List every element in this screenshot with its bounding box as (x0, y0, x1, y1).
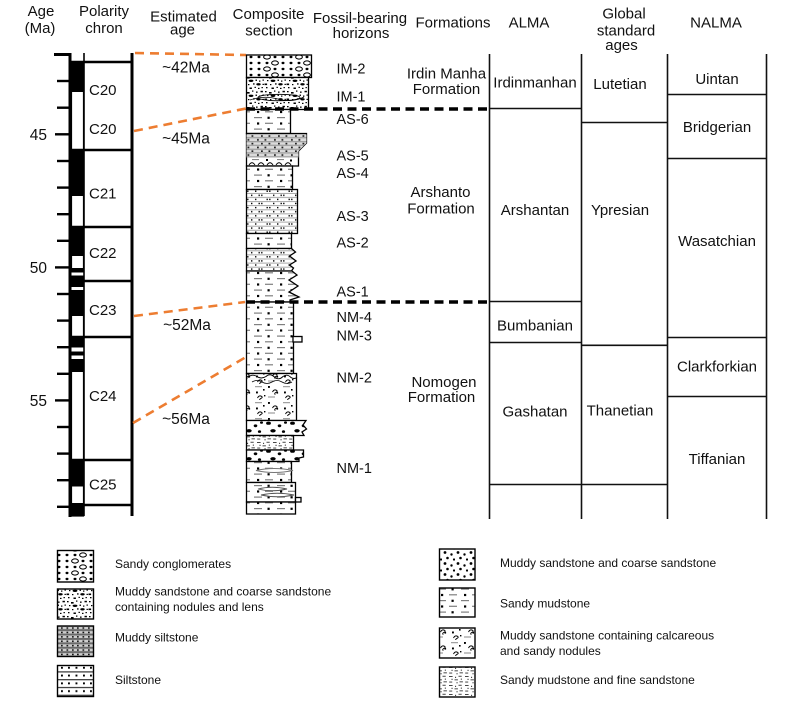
svg-text:Sandy conglomerates: Sandy conglomerates (115, 557, 231, 571)
svg-text:Formation: Formation (408, 389, 476, 406)
svg-text:~45Ma: ~45Ma (162, 131, 210, 148)
svg-text:~42Ma: ~42Ma (162, 60, 210, 77)
svg-text:chron: chron (85, 20, 123, 37)
svg-text:Uintan: Uintan (695, 71, 738, 88)
svg-text:Tiffanian: Tiffanian (689, 451, 746, 468)
svg-text:Muddy siltstone: Muddy siltstone (115, 631, 199, 645)
svg-text:Muddy sandstone and coarse san: Muddy sandstone and coarse sandstone (115, 585, 331, 599)
svg-text:Formations: Formations (415, 15, 490, 32)
svg-text:C23: C23 (89, 302, 117, 319)
svg-text:55: 55 (30, 393, 47, 410)
svg-text:C24: C24 (89, 388, 117, 405)
svg-text:NM-2: NM-2 (337, 371, 372, 387)
svg-text:AS-3: AS-3 (337, 209, 369, 225)
svg-text:ALMA: ALMA (509, 15, 550, 32)
svg-text:Ypresian: Ypresian (591, 202, 649, 219)
svg-text:Irdinmanhan: Irdinmanhan (493, 75, 576, 92)
svg-text:Formation: Formation (407, 201, 475, 218)
svg-text:Irdin Manha: Irdin Manha (407, 66, 487, 83)
svg-text:Composite: Composite (233, 6, 305, 23)
svg-text:AS-2: AS-2 (337, 236, 369, 252)
svg-text:Estimated: Estimated (150, 9, 217, 26)
svg-text:NM-1: NM-1 (337, 461, 372, 477)
svg-text:Global: Global (602, 6, 645, 23)
svg-text:IM-2: IM-2 (337, 62, 366, 78)
svg-text:AS-4: AS-4 (337, 166, 369, 182)
svg-text:Bridgerian: Bridgerian (683, 119, 751, 136)
svg-text:Muddy sandstone and coarse san: Muddy sandstone and coarse sandstone (500, 556, 716, 570)
svg-text:Arshantan: Arshantan (501, 202, 569, 219)
svg-text:section: section (245, 23, 293, 40)
svg-text:AS-6: AS-6 (337, 112, 369, 128)
svg-text:Bumbanian: Bumbanian (497, 318, 573, 335)
svg-text:Wasatchian: Wasatchian (678, 233, 756, 250)
svg-text:~56Ma: ~56Ma (162, 411, 210, 428)
svg-text:~52Ma: ~52Ma (163, 317, 211, 334)
svg-text:C20: C20 (89, 82, 117, 99)
svg-text:Muddy sandstone containing cal: Muddy sandstone containing calcareous (500, 629, 714, 643)
svg-text:45: 45 (30, 127, 47, 144)
svg-text:Age: Age (28, 3, 55, 20)
svg-text:Siltstone: Siltstone (115, 673, 161, 687)
svg-text:NM-4: NM-4 (337, 310, 372, 326)
svg-text:AS-1: AS-1 (337, 285, 369, 301)
svg-text:Gashatan: Gashatan (502, 404, 567, 421)
svg-text:Fossil-bearing: Fossil-bearing (313, 10, 407, 27)
svg-text:(Ma): (Ma) (25, 20, 56, 37)
svg-text:Polarity: Polarity (79, 3, 130, 20)
svg-text:C21: C21 (89, 186, 117, 203)
svg-text:standard: standard (597, 23, 655, 40)
svg-text:NM-3: NM-3 (337, 329, 372, 345)
svg-text:containing nodules and lens: containing nodules and lens (115, 600, 264, 614)
svg-text:Arshanto: Arshanto (410, 184, 470, 201)
svg-text:and sandy nodules: and sandy nodules (500, 644, 601, 658)
svg-text:Sandy mudstone: Sandy mudstone (500, 597, 590, 611)
svg-text:C20: C20 (89, 121, 117, 138)
svg-text:Clarkforkian: Clarkforkian (677, 359, 757, 376)
svg-text:Lutetian: Lutetian (593, 76, 646, 93)
svg-text:Nomogen: Nomogen (411, 374, 476, 391)
svg-text:ages: ages (605, 37, 638, 54)
svg-text:age: age (170, 22, 195, 39)
svg-text:Thanetian: Thanetian (587, 403, 654, 420)
svg-text:NALMA: NALMA (690, 15, 742, 32)
svg-text:AS-5: AS-5 (337, 149, 369, 165)
svg-text:IM-1: IM-1 (337, 90, 366, 106)
svg-text:50: 50 (30, 260, 48, 277)
svg-text:Sandy mudstone and fine sandst: Sandy mudstone and fine sandstone (500, 673, 695, 687)
svg-text:C22: C22 (89, 245, 117, 262)
svg-text:C25: C25 (89, 477, 117, 494)
svg-text:horizons: horizons (333, 25, 390, 42)
svg-text:Formation: Formation (413, 81, 481, 98)
